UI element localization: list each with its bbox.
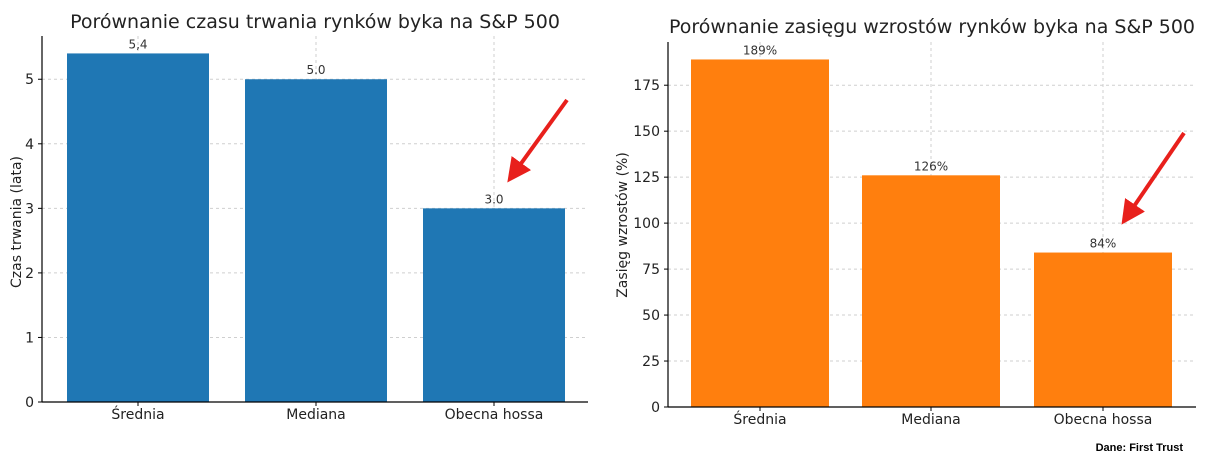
- chart-title: Porównanie zasięgu wzrostów rynków byka …: [669, 16, 1195, 38]
- x-tick-label: Obecna hossa: [445, 407, 544, 423]
- x-tick-label: Mediana: [901, 412, 961, 428]
- data-label: 189%: [743, 43, 777, 57]
- y-tick-label: 5: [25, 72, 34, 88]
- y-tick-label: 2: [25, 266, 34, 282]
- chart-title: Porównanie czasu trwania rynków byka na …: [70, 11, 560, 33]
- y-axis-label: Czas trwania (lata): [9, 156, 25, 288]
- ticks: 0 25 50 75 100 125 150 175 Średnia Mediana Obecna …: [633, 78, 1152, 428]
- x-tick-label: Średnia: [733, 410, 786, 428]
- bar: [423, 208, 565, 402]
- ticks: 0 1 2 3 4 5 Średnia Mediana Obecna hossa: [25, 72, 543, 423]
- x-tick-label: Obecna hossa: [1054, 412, 1153, 428]
- data-label: 84%: [1090, 237, 1117, 251]
- data-label: 5,4: [128, 37, 147, 51]
- data-label: 126%: [914, 159, 948, 173]
- y-tick-label: 0: [651, 400, 660, 416]
- bar: [1034, 252, 1172, 407]
- y-tick-label: 175: [633, 78, 660, 94]
- red-arrow-icon: [507, 98, 569, 183]
- y-tick-label: 100: [633, 216, 660, 232]
- x-tick-label: Średnia: [111, 405, 164, 423]
- gains-chart: Porównanie zasięgu wzrostów rynków byka …: [615, 16, 1196, 428]
- bars: 189% 126% 84%: [691, 43, 1172, 408]
- bar: [862, 175, 1000, 407]
- x-tick-label: Mediana: [286, 407, 346, 423]
- data-label: 5.0: [306, 63, 325, 77]
- y-tick-label: 50: [642, 308, 660, 324]
- y-tick-label: 1: [25, 330, 34, 346]
- bar: [691, 59, 829, 408]
- y-tick-label: 125: [633, 170, 660, 186]
- y-axis-label: Zasięg wzrostów (%): [615, 152, 631, 298]
- source-note: Dane: First Trust: [1096, 442, 1184, 454]
- y-tick-label: 75: [642, 262, 660, 278]
- y-tick-label: 0: [25, 395, 34, 411]
- bars: 5,4 5.0 3.0: [67, 37, 565, 403]
- data-label: 3.0: [484, 192, 503, 206]
- y-tick-label: 4: [25, 137, 34, 153]
- bar: [245, 79, 387, 402]
- y-tick-label: 25: [642, 354, 660, 370]
- y-tick-label: 3: [25, 201, 34, 217]
- red-arrow-icon: [1121, 131, 1186, 225]
- bar: [67, 53, 209, 403]
- y-tick-label: 150: [633, 124, 660, 140]
- duration-chart: Porównanie czasu trwania rynków byka na …: [9, 11, 588, 423]
